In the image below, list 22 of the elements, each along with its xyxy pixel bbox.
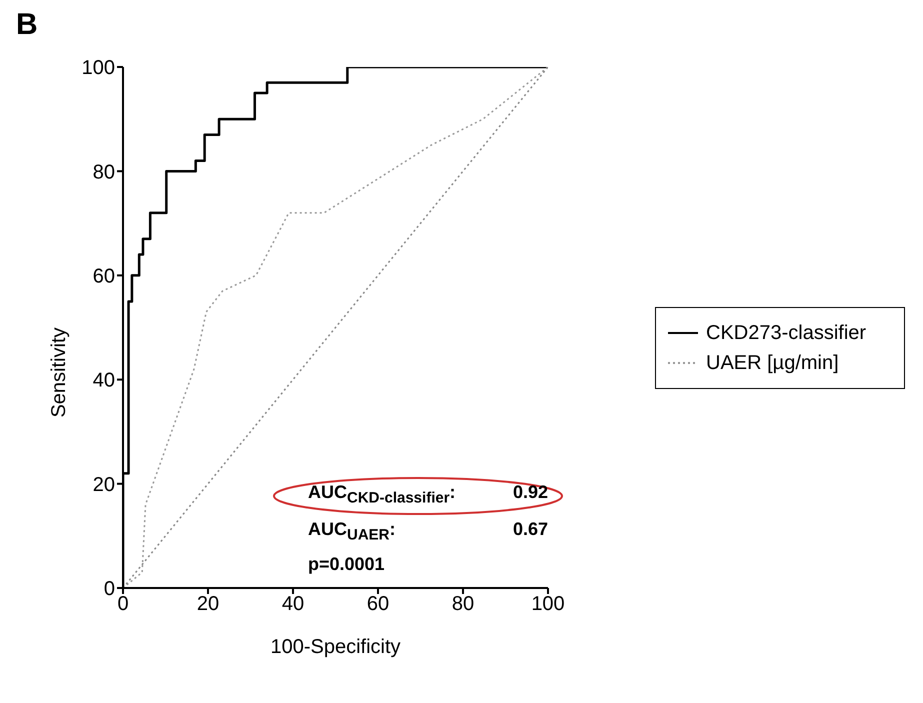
annotation: 0.67 [512,519,548,541]
legend-label: UAER [µg/min] [706,351,839,376]
y-tick-label: 40 [92,370,115,392]
y-tick-label: 80 [92,161,115,184]
annotation: AUC$_{CKD-classifier}$: [308,482,456,507]
x-tick-label: 80 [452,593,474,616]
y-tick-label: 100 [82,57,115,80]
y-tick-label: 0 [104,578,115,600]
x-tick-label: 20 [196,593,220,616]
x-tick-label: 0 [117,593,129,616]
chart-title: B [16,8,38,42]
y-tick-label: 20 [92,474,115,496]
legend-label: CKD273-classifier [706,321,866,346]
annotation: AUC$_{UAER}$: [308,519,396,544]
x-tick-label: 60 [366,593,390,616]
annotation: p=0.0001 [308,554,385,575]
x-tick-label: 40 [282,593,304,616]
x-axis-title: 100-Specificity [270,636,401,658]
y-tick-label: 60 [92,266,115,288]
y-axis-title: Sensitivity [48,328,70,418]
annotation: 0.92 [512,482,548,504]
x-tick-label: 100 [531,593,565,616]
